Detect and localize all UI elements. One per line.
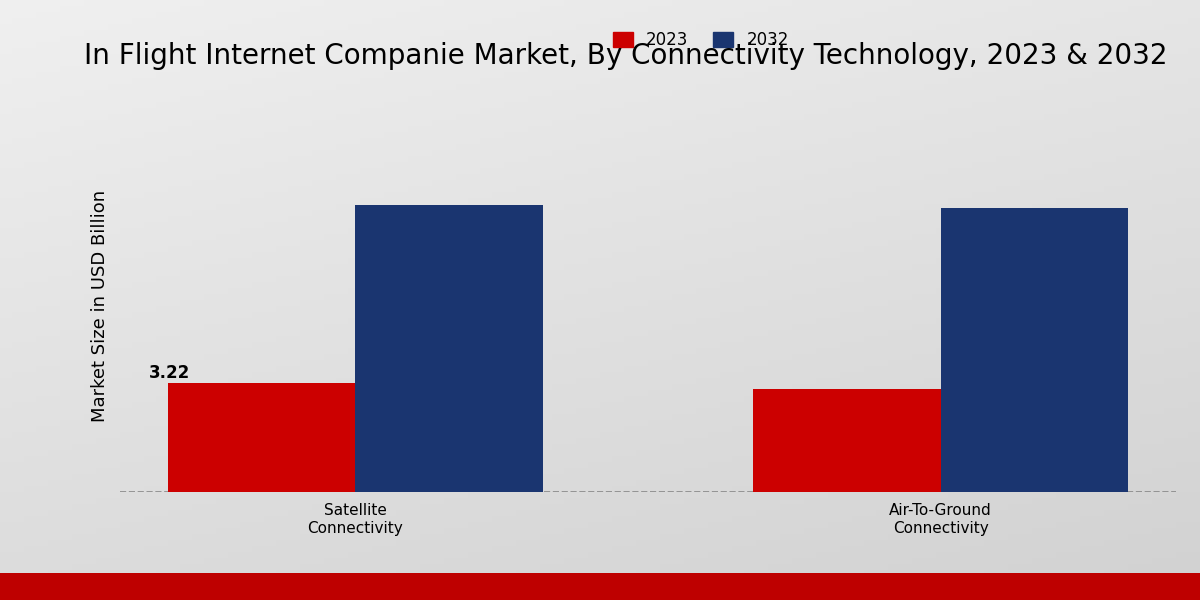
Y-axis label: Market Size in USD Billion: Market Size in USD Billion [91, 190, 109, 422]
Bar [754, 389, 941, 492]
Bar [355, 205, 542, 492]
Bar [168, 383, 355, 492]
Text: 3.22: 3.22 [149, 364, 191, 382]
Text: In Flight Internet Companie Market, By Connectivity Technology, 2023 & 2032: In Flight Internet Companie Market, By C… [84, 42, 1168, 70]
Legend: 2023, 2032: 2023, 2032 [606, 24, 796, 56]
Bar [941, 208, 1128, 492]
